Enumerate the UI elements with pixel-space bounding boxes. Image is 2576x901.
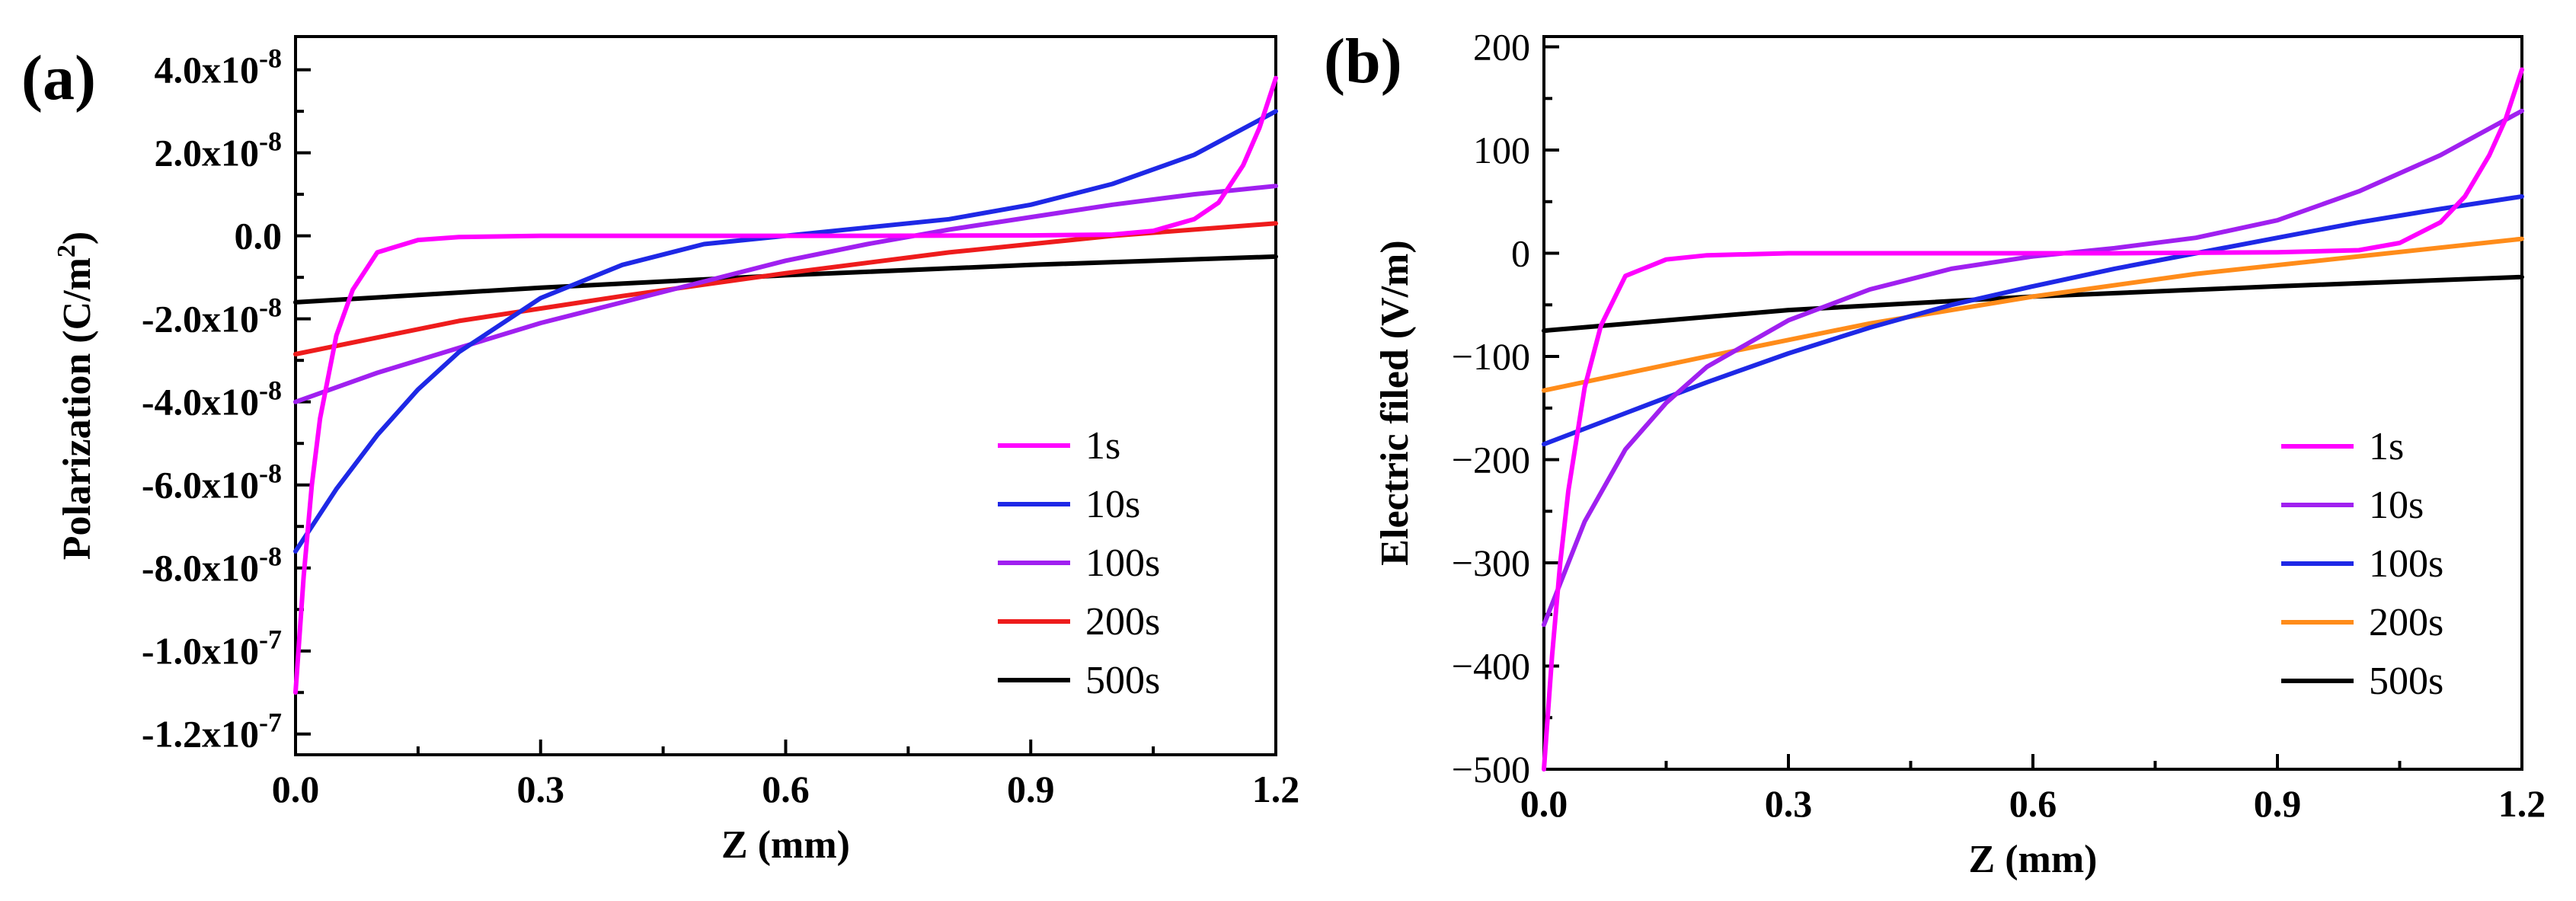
chart-a-x-tick-label: 0.0 xyxy=(272,768,320,810)
chart-polarization: 0.0 0.3 0.6 0.9 1.2 4.0x10-8 2.0x10-8 0.0 -2.0x1… xyxy=(21,35,1300,867)
chart-a-legend-label-1s: 1s xyxy=(1085,424,1120,468)
chart-b-y-tick-label: 100 xyxy=(1473,129,1530,171)
chart-b-legend-label-1s: 1s xyxy=(2369,425,2404,468)
chart-b-y-tick-label: −400 xyxy=(1452,645,1530,688)
chart-b-legend-label-200s: 200s xyxy=(2369,601,2443,644)
chart-a-legend: 1s 10s 100s 200s 500s xyxy=(998,424,1160,702)
chart-b-x-tick-label: 0.3 xyxy=(1765,782,1813,825)
chart-b-x-tick-label: 0.6 xyxy=(2009,782,2057,825)
chart-a-legend-label-10s: 10s xyxy=(1085,483,1140,526)
chart-b-x-tick-label: 0.9 xyxy=(2254,782,2302,825)
chart-a-y-tick-label: 4.0x10-8 xyxy=(155,43,283,91)
chart-a-y-axis-title: Polarization (C/m2) xyxy=(53,232,99,560)
chart-a-legend-label-500s: 500s xyxy=(1085,659,1160,702)
chart-a-y-tick-label: -4.0x10-8 xyxy=(142,375,282,423)
chart-a-series-line-500s xyxy=(293,254,1278,305)
chart-b-series-line-1s xyxy=(1542,67,2524,772)
chart-b-y-tick-label: −300 xyxy=(1452,542,1530,584)
chart-b-y-tick-label: −100 xyxy=(1452,335,1530,378)
chart-a-y-tick-label: -2.0x10-8 xyxy=(142,292,282,340)
chart-b-legend-label-10s: 10s xyxy=(2369,484,2424,527)
chart-a-series-line-10s xyxy=(293,109,1278,554)
chart-b-y-tick-label: 200 xyxy=(1473,26,1530,69)
chart-a-x-tick-label: 0.9 xyxy=(1007,768,1055,810)
chart-b-series-line-10s xyxy=(1542,108,2524,628)
chart-a-legend-label-200s: 200s xyxy=(1085,600,1160,644)
chart-a-plot-frame xyxy=(294,35,1277,756)
chart-b-legend: 1s 10s 100s 200s 500s xyxy=(2281,425,2443,703)
chart-b-panel-label: (b) xyxy=(1324,26,1402,97)
chart-a-series-group xyxy=(293,75,1278,695)
chart-a-x-tick-label: 1.2 xyxy=(1252,768,1300,810)
chart-a-x-axis-title: Z (mm) xyxy=(721,823,850,867)
chart-a-series-line-100s xyxy=(293,184,1278,404)
chart-b-y-tick-label: 0 xyxy=(1511,232,1530,275)
chart-b-y-axis-title: Electric filed (V/m) xyxy=(1373,240,1417,565)
chart-a-x-tick-label: 0.3 xyxy=(517,768,565,810)
chart-a-y-tick-label: -1.0x10-7 xyxy=(142,625,282,673)
chart-a-y-tick-label: -1.2x10-7 xyxy=(142,708,282,756)
chart-a-y-tick-label: -6.0x10-8 xyxy=(142,458,282,506)
chart-b-x-tick-label: 1.2 xyxy=(2498,782,2546,825)
chart-a-x-tick-label: 0.6 xyxy=(762,768,810,810)
chart-a-panel-label: (a) xyxy=(21,43,96,113)
chart-b-legend-label-100s: 100s xyxy=(2369,542,2443,586)
chart-b-legend-label-500s: 500s xyxy=(2369,660,2443,703)
chart-a-y-tick-label: 0.0 xyxy=(235,215,283,257)
chart-a-series-line-200s xyxy=(293,221,1278,356)
chart-b-series-line-200s xyxy=(1542,236,2524,393)
chart-b-x-tick-label: 0.0 xyxy=(1520,782,1568,825)
chart-a-y-tick-label: -8.0x10-8 xyxy=(142,542,282,589)
chart-a-y-tick-label: 2.0x10-8 xyxy=(155,126,283,174)
chart-b-y-tick-label: −500 xyxy=(1452,748,1530,791)
chart-b-series-line-100s xyxy=(1542,194,2524,447)
chart-a-legend-label-100s: 100s xyxy=(1085,542,1160,585)
chart-b-x-axis-title: Z (mm) xyxy=(1969,838,2098,881)
chart-b-series-group xyxy=(1542,67,2524,772)
chart-b-y-tick-label: −200 xyxy=(1452,439,1530,481)
chart-a-series-line-1s xyxy=(293,75,1278,695)
chart-electric-field: 0.0 0.3 0.6 0.9 1.2 200 100 0 −100 −200 −300 −400 −5… xyxy=(1324,26,2546,881)
